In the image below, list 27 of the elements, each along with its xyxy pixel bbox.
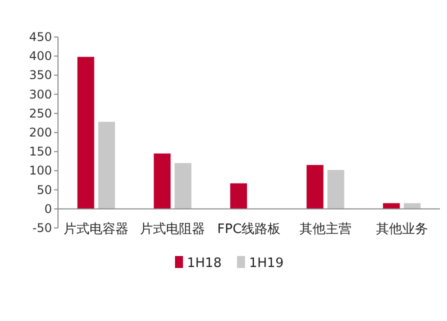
- y-tick-label: 200: [29, 126, 52, 140]
- y-tick-label: -50: [32, 221, 52, 235]
- y-tick-label: 350: [29, 68, 52, 82]
- bar: [230, 183, 247, 209]
- bar: [174, 163, 192, 209]
- bar: [98, 122, 116, 209]
- bar: [327, 170, 344, 209]
- legend-label: 1H19: [249, 256, 284, 271]
- bar: [77, 56, 94, 209]
- bar: [404, 203, 421, 209]
- y-tick-label: 150: [29, 144, 52, 159]
- y-tick-label: 0: [44, 202, 52, 216]
- y-tick-label: 100: [29, 164, 52, 178]
- x-tick-label: 片式电阻器: [140, 222, 206, 237]
- x-tick-label: 其他业务: [376, 222, 428, 237]
- x-tick-label: FPC线路板: [217, 222, 281, 237]
- y-tick-label: 450: [29, 30, 52, 44]
- y-tick-label: 50: [36, 182, 52, 197]
- bar: [306, 164, 324, 209]
- x-tick-label: 片式电容器: [64, 221, 129, 237]
- y-tick-label: 250: [29, 106, 52, 120]
- y-tick-label: 300: [29, 87, 52, 102]
- bar: [382, 203, 400, 209]
- bar: [154, 154, 171, 209]
- legend-label: 1H18: [187, 256, 222, 271]
- y-tick-label: 400: [29, 49, 52, 64]
- x-tick-label: 其他主营: [299, 221, 352, 237]
